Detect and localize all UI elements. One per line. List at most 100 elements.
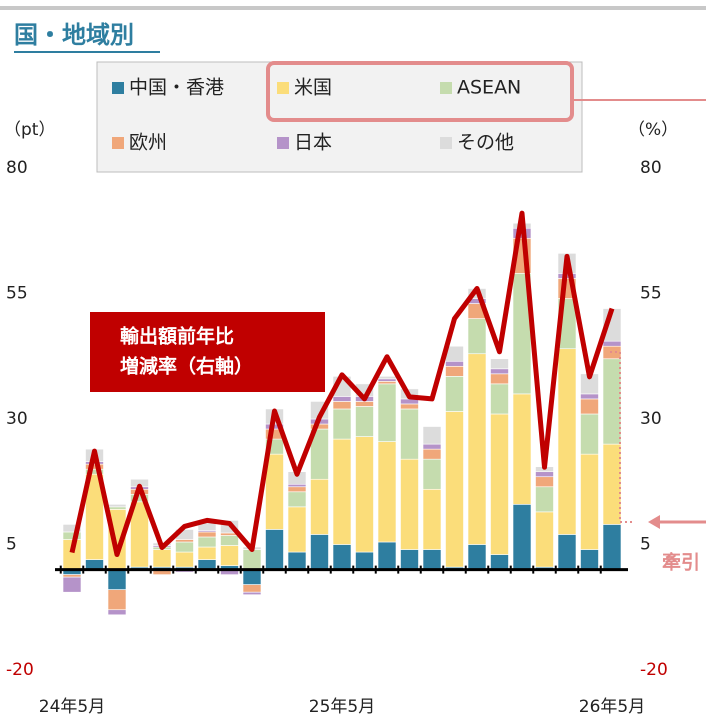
y2-unit: （%） <box>628 120 678 140</box>
bar-segment <box>197 546 217 560</box>
bar-segment <box>422 426 442 445</box>
bar-segment <box>490 368 509 375</box>
y2-tick-label: -20 <box>640 660 668 680</box>
bar-segment <box>602 524 622 570</box>
bar-segment <box>107 504 127 508</box>
bar-segment <box>242 549 262 570</box>
bar-segment <box>422 448 442 460</box>
bar-segment <box>580 393 599 400</box>
highlight <box>266 61 574 122</box>
bar-segment <box>490 373 509 385</box>
legend-label: ASEAN <box>457 77 521 99</box>
bar-segment <box>332 401 352 410</box>
bar-segment <box>422 458 442 490</box>
annotation-box <box>90 312 325 392</box>
bar-segment <box>287 491 307 508</box>
bar-segment <box>512 504 532 570</box>
bar-segment <box>355 436 374 553</box>
bar-segment <box>490 413 509 555</box>
chart-title: 国・地域別 <box>14 21 134 49</box>
bar-segment <box>62 574 82 578</box>
bar-segment <box>422 443 442 450</box>
bar-segment <box>400 549 419 570</box>
bar-segment <box>175 539 194 543</box>
legend-swatch <box>112 137 124 149</box>
bar-segment <box>557 534 577 570</box>
y-tick-label: 55 <box>6 284 28 304</box>
bar-segment <box>602 340 622 347</box>
bar-segment <box>467 318 487 355</box>
legend-label: 中国・香港 <box>129 77 224 99</box>
bar-segment <box>400 408 419 460</box>
bar-segment <box>107 609 127 616</box>
legend-swatch <box>277 82 289 94</box>
bar-segment <box>62 576 82 593</box>
annotation: 増減率（右軸） <box>120 355 253 378</box>
legend-label: 欧州 <box>129 132 167 154</box>
legend-label: その他 <box>457 132 514 154</box>
bar-segment <box>197 531 217 538</box>
y2-tick-label: 80 <box>640 158 662 178</box>
bar-segment <box>535 471 554 478</box>
bar-segment <box>377 541 397 570</box>
bar-segment <box>107 569 127 590</box>
bar-segment <box>400 458 419 550</box>
bar-segment <box>62 524 82 533</box>
bar-segment <box>377 383 397 442</box>
bar-segment <box>580 398 599 415</box>
y2-tick-label: 5 <box>640 535 651 555</box>
bar-segment <box>355 401 374 407</box>
side-note: 牽引 <box>662 551 700 574</box>
bar-segment <box>175 551 194 568</box>
bar-segment <box>557 348 577 535</box>
bar-segment <box>580 413 599 455</box>
bar-segment <box>535 511 554 568</box>
bar-segment <box>377 376 397 380</box>
bar-segment <box>490 383 509 415</box>
legend-label: 米国 <box>294 77 332 99</box>
bar-segment <box>400 403 419 410</box>
bar-segment <box>355 551 374 570</box>
bar-segment <box>152 549 172 568</box>
bar-segment <box>220 535 239 546</box>
bar-segment <box>242 591 262 596</box>
bar-segment <box>265 453 284 530</box>
bar-segment <box>287 486 307 493</box>
bar-segment <box>422 549 442 570</box>
y-tick-label: 80 <box>6 158 28 178</box>
bar-segment <box>310 478 329 535</box>
bar-segment <box>310 534 329 570</box>
bar-segment <box>445 376 464 412</box>
bar-segment <box>535 486 554 513</box>
y-unit: （pt） <box>4 120 55 140</box>
bar-segment <box>445 360 464 367</box>
bar-segment <box>355 406 374 437</box>
bar-segment <box>265 529 284 570</box>
legend-swatch <box>440 82 452 94</box>
bar-segment <box>490 554 509 570</box>
legend-swatch <box>277 137 289 149</box>
bar-segment <box>332 408 352 440</box>
bar-segment <box>377 378 397 382</box>
line-series <box>69 210 615 558</box>
y-tick-label: 5 <box>6 535 17 555</box>
bar-segment <box>445 411 464 568</box>
bar-segment <box>602 443 622 525</box>
bar-segment <box>287 551 307 570</box>
legend-label: 日本 <box>294 132 332 154</box>
bar-segment <box>377 441 397 543</box>
bracket <box>610 351 632 523</box>
y-tick-label: 30 <box>6 409 28 429</box>
bar-segment <box>422 488 442 550</box>
bar-segment <box>242 569 262 585</box>
y2-tick-label: 30 <box>640 409 662 429</box>
bar-segment <box>107 589 127 611</box>
y-tick-label: -20 <box>6 660 34 680</box>
bar-segment <box>580 549 599 570</box>
bar-segment <box>377 381 397 385</box>
arrow-head <box>648 515 660 529</box>
legend-swatch <box>440 137 452 149</box>
x-tick-label: 26年5月 <box>579 697 645 717</box>
y2-tick-label: 55 <box>640 284 662 304</box>
